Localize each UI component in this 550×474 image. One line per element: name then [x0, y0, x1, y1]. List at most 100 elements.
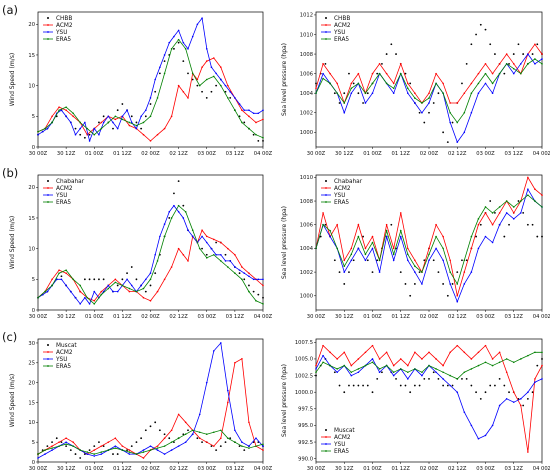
obs-point [219, 445, 222, 448]
series-point [238, 269, 241, 271]
series-point [229, 260, 231, 262]
series-point [343, 364, 346, 367]
series-point [449, 259, 451, 262]
legend-marker [325, 24, 327, 26]
series-point [399, 212, 402, 214]
legend-label: YSU [55, 357, 67, 363]
series-point [399, 229, 402, 232]
series-point [322, 72, 324, 75]
series-point [74, 296, 77, 299]
series-point [177, 413, 180, 416]
obs-point [210, 445, 213, 448]
series-point [142, 457, 145, 459]
obs-point [475, 33, 477, 36]
series-point [182, 217, 185, 219]
obs-point [144, 429, 147, 432]
obs-point [479, 397, 482, 400]
y-tick-label: 10 [28, 246, 35, 252]
series-point [498, 223, 501, 226]
obs-point [522, 53, 525, 55]
legend-marker [325, 194, 327, 196]
series-point [449, 351, 451, 354]
x-tick-label: 30 00Z [307, 314, 326, 320]
series-point [336, 92, 338, 94]
obs-point [343, 391, 346, 394]
obs-point [470, 43, 473, 46]
series-point [385, 235, 388, 238]
obs-point [243, 121, 246, 124]
obs-point [465, 259, 468, 262]
x-tick-label: 01 00Z [85, 314, 104, 320]
x-tick-label: 30 00Z [307, 151, 326, 157]
series-point [65, 269, 67, 271]
series-point [182, 253, 185, 256]
obs-point [531, 223, 534, 226]
series-point [378, 259, 381, 262]
series-point [241, 358, 243, 360]
y-tick-label: 0 [32, 460, 35, 466]
obs-point [173, 47, 175, 50]
series-point [163, 278, 166, 281]
series-point [428, 247, 430, 250]
legend-label: Muscat [56, 343, 77, 349]
series-point [463, 371, 466, 374]
series-point [350, 364, 353, 367]
series-point [220, 429, 222, 432]
y-tick-label: 30 [28, 341, 35, 347]
series-point [248, 445, 250, 447]
series-point [201, 17, 203, 19]
series-point [435, 368, 437, 370]
obs-point [494, 53, 496, 55]
legend-marker [325, 436, 327, 438]
legend-marker [325, 450, 327, 452]
series-point [392, 87, 395, 90]
series-point [142, 287, 145, 290]
series-point [456, 141, 459, 143]
obs-point [503, 235, 506, 238]
obs-point [257, 293, 260, 296]
series-point [392, 371, 395, 374]
series-point [534, 188, 536, 191]
series-point [255, 133, 257, 136]
series-point [456, 121, 459, 124]
series-point [435, 247, 437, 250]
series-point [93, 303, 96, 305]
obs-point [243, 449, 246, 451]
obs-point [262, 139, 264, 142]
series-point [371, 72, 374, 75]
series-point [220, 66, 222, 69]
y-tick-label: 10 [28, 420, 35, 426]
series-point [159, 66, 161, 69]
series-point [163, 453, 166, 455]
series-point [421, 374, 423, 377]
y-tick-label: 15 [28, 400, 35, 406]
obs-point [112, 453, 114, 455]
series-point [86, 296, 89, 299]
series-point [385, 82, 388, 85]
series-point [505, 212, 508, 214]
series-point [65, 437, 67, 439]
obs-point [163, 60, 166, 62]
series-point [315, 87, 317, 90]
obs-point [503, 72, 506, 75]
series-point [527, 451, 529, 453]
x-tick-label: 30 12Z [57, 151, 76, 157]
series-point [149, 272, 152, 274]
obs-point [343, 92, 346, 95]
series-point [442, 371, 444, 374]
series-point [442, 247, 444, 250]
legend-label: YSU [333, 30, 345, 36]
series-point [241, 445, 243, 447]
series-point [456, 378, 459, 380]
y-tick-label: 20 [28, 22, 35, 28]
legend-label: YSU [333, 442, 345, 448]
series-point [449, 283, 451, 285]
series-point [72, 445, 74, 447]
series-point [357, 72, 360, 75]
series-point [58, 441, 60, 443]
series-point [112, 290, 114, 293]
obs-point [399, 384, 402, 387]
series-point [51, 449, 53, 451]
obs-point [102, 278, 105, 281]
